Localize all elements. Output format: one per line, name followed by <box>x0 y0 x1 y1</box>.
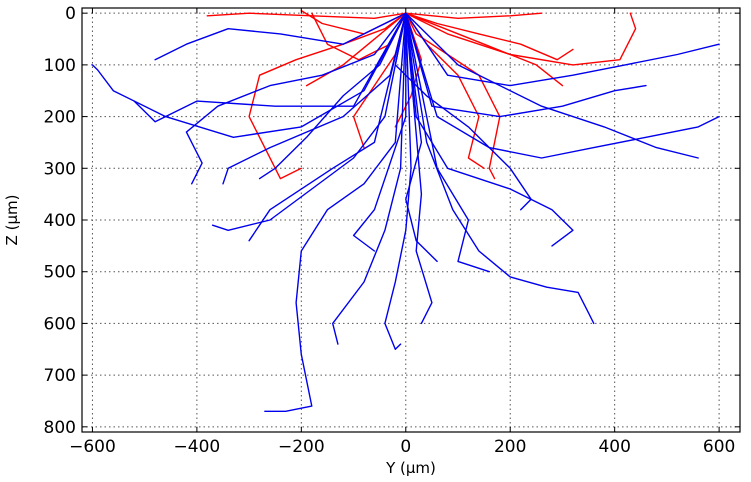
neurite-trace <box>405 12 637 66</box>
y-tick-label: 800 <box>44 418 76 438</box>
neurite-trace <box>405 12 720 87</box>
neurite-trace <box>405 12 433 325</box>
neurite-trace <box>405 12 438 263</box>
neurite-trace <box>405 12 543 19</box>
neurite-trace <box>258 12 407 180</box>
x-tick-label: −400 <box>174 437 221 457</box>
x-tick-label: 200 <box>494 437 526 457</box>
neurite-trace <box>405 12 720 159</box>
neurite-trace <box>384 12 412 350</box>
y-tick-label: 600 <box>44 314 76 334</box>
neurite-trace <box>394 12 532 211</box>
neurite-trace <box>405 12 595 325</box>
neurite-trace <box>211 12 407 231</box>
y-axis-label: Z (μm) <box>3 195 21 246</box>
neurite-trace <box>248 12 407 242</box>
x-tick-labels: −600 −400 −200 0 200 400 600 <box>69 437 735 457</box>
y-tick-label: 500 <box>44 263 76 283</box>
y-tick-label: 300 <box>44 159 76 179</box>
x-axis-label: Y (μm) <box>385 459 436 477</box>
neurite-trace <box>352 12 407 252</box>
neurite-trace <box>405 12 490 273</box>
neurite-trace <box>332 12 407 345</box>
plot-area <box>91 9 720 412</box>
neurite-trace <box>248 12 407 180</box>
neurite-trace <box>154 12 407 61</box>
neurite-trace <box>305 12 407 87</box>
y-tick-labels: 0 100 200 300 400 500 600 700 800 <box>44 4 76 438</box>
neurite-trace <box>206 12 407 19</box>
y-tick-label: 0 <box>65 4 76 24</box>
y-tick-label: 700 <box>44 366 76 386</box>
trace-group <box>91 9 720 412</box>
y-tick-label: 200 <box>44 108 76 128</box>
y-tick-label: 400 <box>44 211 76 231</box>
x-tick-label: 600 <box>703 437 735 457</box>
neurite-trace <box>133 12 407 123</box>
x-tick-label: −600 <box>69 437 116 457</box>
neurite-trace <box>91 12 407 138</box>
neurite-trace <box>185 12 407 185</box>
x-tick-label: 0 <box>400 437 411 457</box>
x-tick-label: −200 <box>278 437 325 457</box>
neurite-trace <box>405 12 574 247</box>
neurite-trace <box>405 12 574 61</box>
neurite-trace <box>405 12 699 159</box>
neurite-trace <box>405 12 564 87</box>
axis-ticks <box>82 8 740 432</box>
x-tick-label: 400 <box>598 437 630 457</box>
neurite-trace <box>405 12 501 180</box>
neurite-trace <box>264 12 407 412</box>
series-1 <box>91 12 720 412</box>
y-tick-label: 100 <box>44 56 76 76</box>
neurite-trace <box>405 12 647 118</box>
